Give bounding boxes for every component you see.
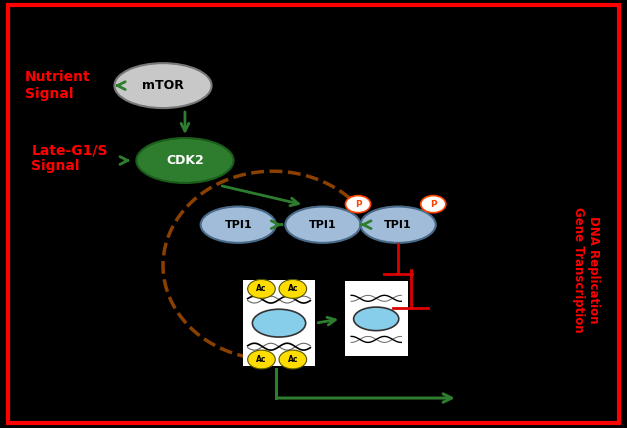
Circle shape (279, 350, 307, 369)
Text: Late-G1/S
Signal: Late-G1/S Signal (31, 143, 108, 173)
Circle shape (248, 350, 275, 369)
Ellipse shape (354, 307, 399, 330)
Ellipse shape (361, 207, 436, 243)
Ellipse shape (285, 207, 361, 243)
Text: TPI1: TPI1 (384, 220, 412, 230)
Text: Ac: Ac (288, 284, 298, 294)
Text: Ac: Ac (256, 355, 266, 364)
Text: TPI1: TPI1 (309, 220, 337, 230)
Text: CDK2: CDK2 (166, 154, 204, 167)
Bar (345, 282, 408, 356)
Text: Nutrient
Signal: Nutrient Signal (25, 71, 91, 101)
Circle shape (345, 196, 371, 213)
Text: P: P (430, 199, 436, 209)
Bar (243, 280, 315, 366)
Ellipse shape (201, 207, 276, 243)
Text: mTOR: mTOR (142, 79, 184, 92)
Ellipse shape (115, 63, 212, 108)
Ellipse shape (137, 138, 233, 183)
Circle shape (279, 279, 307, 298)
Text: Ac: Ac (288, 355, 298, 364)
Text: Ac: Ac (256, 284, 266, 294)
Text: P: P (355, 199, 361, 209)
Circle shape (421, 196, 446, 213)
Ellipse shape (252, 309, 305, 337)
Text: TPI1: TPI1 (224, 220, 252, 230)
Text: DNA Replication
Gene Transcription: DNA Replication Gene Transcription (572, 207, 600, 333)
Circle shape (248, 279, 275, 298)
